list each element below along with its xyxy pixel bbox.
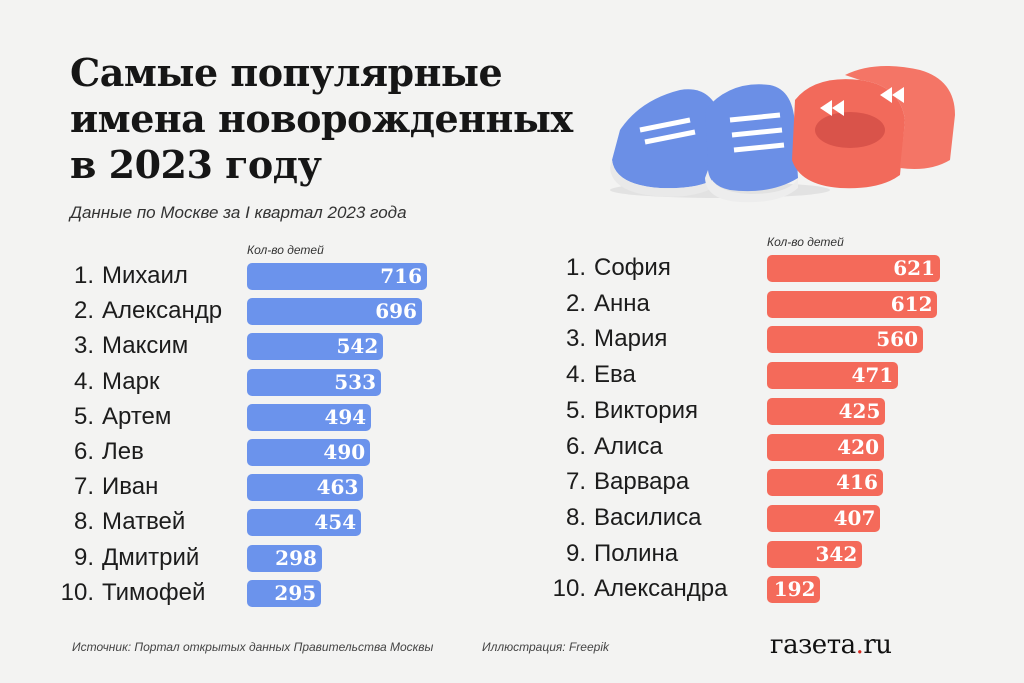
title-line: в 2023 году [70,142,322,187]
rank: 5. [73,402,94,430]
source-note: Источник: Портал открытых данных Правите… [72,640,434,654]
rank: 7. [565,468,586,496]
name-label: Дмитрий [102,543,200,571]
row-label: 1. Михаил [58,262,188,290]
bar: 533 [247,368,381,396]
name-label: Марк [102,367,160,395]
row-label: 5. Виктория [550,397,698,425]
bar: 471 [767,362,899,390]
bar: 420 [767,433,884,461]
row-label: 8. Матвей [58,508,185,536]
name-label: Алиса [594,432,663,460]
row-label: 2. Александр [58,297,222,325]
bar: 192 [767,576,821,604]
name-label: Василиса [594,503,702,531]
name-label: Александр [102,297,223,325]
name-label: Полина [594,539,679,567]
bar: 494 [247,403,372,431]
row-label: 3. Мария [550,325,667,353]
rank: 5. [565,396,586,424]
bar: 621 [767,255,940,282]
name-label: Александра [594,575,728,603]
bar: 490 [247,439,371,466]
row-label: 4. Ева [550,361,636,389]
rank: 8. [565,503,586,531]
row-label: 9. Полина [550,540,678,568]
name-label: Иван [102,473,159,501]
title-line: Самые популярные [70,50,503,95]
row-label: 10. Александра [550,575,728,603]
rank: 4. [565,361,586,389]
rank: 2. [73,297,94,325]
row-label: 4. Марк [58,368,159,396]
baby-shoes-icon [610,66,955,203]
row-label: 8. Василиса [550,504,702,532]
rank: 9. [565,539,586,567]
column-label: Кол-во детей [247,243,324,257]
rank: 10. [60,578,94,606]
bar: 425 [767,397,886,425]
row-label: 10. Тимофей [58,578,206,607]
name-label: Тимофей [102,578,206,606]
rank: 9. [73,543,94,571]
row-label: 5. Артем [58,403,171,431]
rank: 1. [73,262,94,289]
rank: 3. [73,332,94,360]
name-label: Максим [102,332,189,360]
name-label: Матвей [102,508,186,536]
bar: 542 [247,333,384,361]
row-label: 3. Максим [58,332,188,360]
row-label: 7. Варвара [550,468,689,496]
bar: 560 [767,326,923,354]
name-label: София [594,254,671,281]
name-label: Варвара [594,468,690,496]
rank: 8. [73,508,94,536]
bar: 298 [247,544,322,572]
column-label: Кол-во детей [767,235,844,249]
rank: 2. [565,289,586,317]
bar: 416 [767,469,883,497]
name-label: Артем [102,402,172,430]
row-label: 6. Алиса [550,433,663,461]
page-title: Самые популярные имена новорожденных в 2… [70,50,573,188]
name-label: Мария [594,325,668,353]
gazeta-logo: газета.ru [770,630,892,660]
bar: 407 [767,504,881,532]
rank: 6. [565,432,586,460]
illustration-credit: Иллюстрация: Freepik [482,640,609,654]
name-label: Анна [594,289,650,317]
bar: 716 [247,263,427,290]
name-label: Ева [594,361,636,389]
row-label: 6. Лев [58,438,144,466]
bar: 463 [247,474,364,502]
bar: 696 [247,298,422,326]
row-label: 2. Анна [550,290,650,318]
rank: 6. [73,438,94,465]
row-label: 1. София [550,254,671,282]
rank: 7. [73,473,94,501]
name-label: Виктория [594,396,699,424]
rank: 1. [565,254,586,281]
bar: 612 [767,290,938,318]
subtitle: Данные по Москве за I квартал 2023 года [70,203,407,222]
name-label: Лев [102,438,144,465]
rank: 3. [565,325,586,353]
row-label: 9. Дмитрий [58,544,199,572]
title-line: имена новорожденных [70,96,573,141]
rank: 4. [73,367,94,395]
bar: 342 [767,540,863,568]
rank: 10. [552,575,586,603]
bar: 454 [247,509,362,537]
row-label: 7. Иван [58,473,158,501]
name-label: Михаил [102,262,188,289]
bar: 295 [247,579,322,607]
